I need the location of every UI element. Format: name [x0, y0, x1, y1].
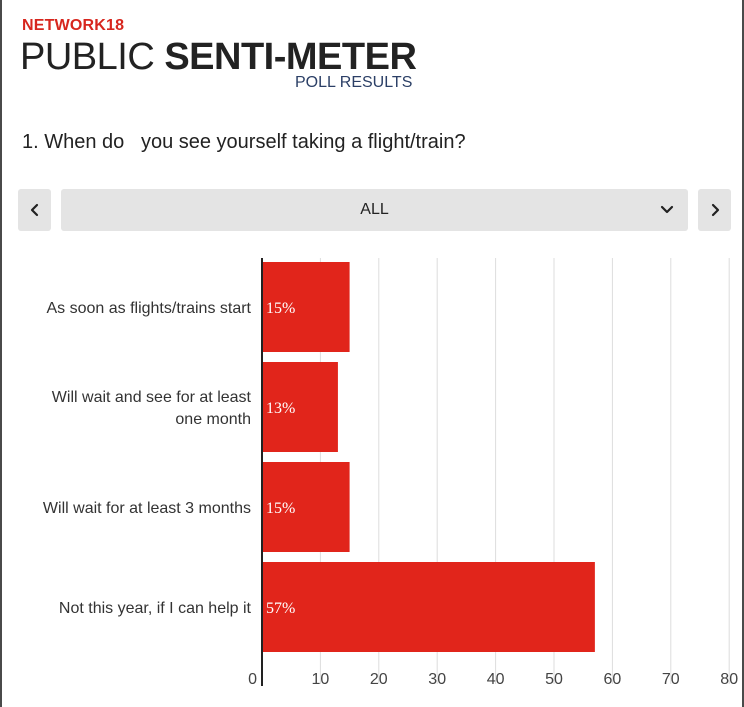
x-tick-label-1: 10: [312, 671, 330, 688]
data-label-0: 15%: [266, 300, 295, 317]
data-label-2: 15%: [266, 500, 295, 517]
previous-button[interactable]: [18, 189, 51, 231]
x-tick-label-7: 70: [662, 671, 680, 688]
category-label-3: Not this year, if I can help it: [59, 600, 252, 617]
data-label-1: 13%: [266, 400, 295, 417]
page-subtitle: POLL RESULTS: [295, 74, 413, 91]
x-tick-label-0: 0: [248, 671, 257, 688]
title-bold: SENTI-METER: [164, 36, 417, 78]
chevron-down-icon: [660, 205, 674, 214]
question-text: 1. When do you see yourself taking a fli…: [22, 131, 466, 153]
poll-results-bar-chart: 15% As soon as flights/trains start 13% Wil…: [43, 258, 738, 688]
chevron-right-icon: [711, 203, 719, 217]
filter-selected-value: ALL: [360, 201, 389, 218]
bar-2: [262, 462, 350, 552]
chevron-left-icon: [30, 203, 38, 217]
filter-select[interactable]: ALL: [61, 189, 688, 231]
next-button[interactable]: [698, 189, 731, 231]
bar-3: [262, 562, 595, 652]
x-tick-label-5: 50: [545, 671, 563, 688]
x-tick-label-3: 30: [428, 671, 446, 688]
data-label-3: 57%: [266, 600, 295, 617]
category-label-1-line-0: Will wait and see for at least: [52, 389, 252, 406]
bar-1: [262, 362, 338, 452]
category-label-1-line-1: one month: [175, 411, 251, 428]
x-tick-label-2: 20: [370, 671, 388, 688]
bar-0: [262, 262, 350, 352]
x-tick-label-8: 80: [720, 671, 738, 688]
x-tick-label-4: 40: [487, 671, 505, 688]
category-label-0: As soon as flights/trains start: [46, 300, 251, 317]
frame-border-left: [0, 0, 2, 707]
frame-border-right: [742, 0, 744, 707]
brand-logo: NETWORK18: [22, 17, 125, 34]
page-title: PUBLIC SENTI-METER: [20, 36, 417, 79]
title-light: PUBLIC: [20, 36, 165, 78]
x-tick-label-6: 60: [604, 671, 622, 688]
category-label-2: Will wait for at least 3 months: [43, 500, 251, 517]
